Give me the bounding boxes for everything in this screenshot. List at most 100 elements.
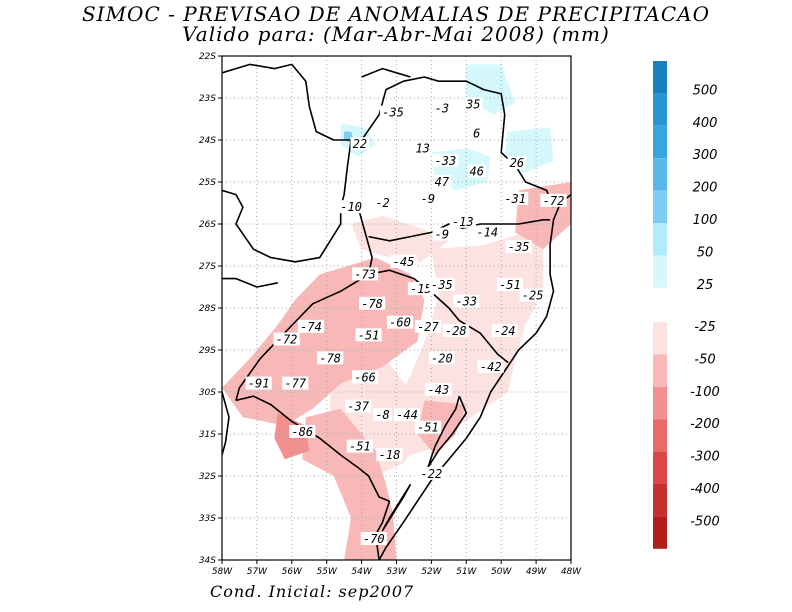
lat-tick-label: 29S — [199, 346, 216, 356]
contour-label: -14 — [476, 225, 498, 239]
colorbar-label-negative: -50 — [694, 352, 715, 367]
contour-label-bg — [273, 332, 300, 346]
contour-label: -70 — [363, 532, 385, 546]
contour-label: -28 — [445, 324, 467, 338]
contour-label: -43 — [428, 383, 450, 397]
contour-label: -8 — [375, 408, 389, 422]
contour-label-bg — [245, 376, 272, 390]
contour-label: -31 — [504, 192, 526, 206]
contour-label: 13 — [415, 141, 429, 155]
contour-label: -20 — [431, 351, 453, 365]
contour-label-bg — [540, 193, 567, 207]
contour-label-bg — [425, 382, 452, 396]
contour-label-bg — [376, 448, 403, 461]
contour-label: -51 — [349, 440, 371, 454]
contour-label: -74 — [300, 320, 322, 334]
contour-label-bg — [393, 408, 421, 422]
contour-label-bg — [467, 164, 487, 178]
colorbar-swatch-positive — [653, 61, 667, 94]
lat-tick-label: 26S — [199, 220, 216, 230]
lat-tick-label: 22S — [199, 52, 216, 62]
fill-pink-south — [302, 408, 397, 560]
coastline-and-borders — [222, 63, 571, 560]
colorbar-label-negative: -300 — [690, 450, 720, 465]
contour-label: -51 — [499, 278, 521, 292]
contour-label-bg — [442, 324, 469, 338]
contour-label: -66 — [354, 370, 376, 384]
colorbar-label-negative: -500 — [690, 514, 720, 529]
colorbar-swatch-positive — [653, 223, 667, 256]
lon-tick-label: 51W — [456, 567, 477, 577]
lon-tick-label: 58W — [212, 567, 233, 577]
contour-label-bg — [282, 376, 309, 390]
parana-river — [339, 139, 352, 208]
contour-label: -78 — [319, 351, 341, 365]
contour-label-bg — [351, 267, 379, 281]
colorbar-swatch-negative — [653, 419, 667, 452]
contour-label-bg — [414, 319, 442, 333]
contour-label-bg — [432, 175, 452, 188]
contour-label: -73 — [354, 267, 376, 281]
contour-label-bg — [519, 288, 546, 302]
lat-tick-label: 31S — [199, 430, 216, 440]
contour-label: -33 — [455, 295, 477, 309]
contour-label-bg — [491, 324, 518, 338]
contour-label: -78 — [361, 297, 383, 311]
colorbar-label-negative: -200 — [690, 417, 720, 432]
lat-tick-label: 23S — [199, 94, 216, 104]
contour-label-bg — [407, 282, 435, 296]
lagoa-mirim — [381, 483, 412, 532]
lon-tick-label: 56W — [282, 567, 303, 577]
contour-label: 6 — [473, 127, 480, 141]
chart-title: SIMOC - PREVISAO DE ANOMALIAS DE PRECIPI… — [81, 2, 711, 26]
contour-label-bg — [350, 137, 370, 151]
colorbar-label-positive: 200 — [693, 181, 718, 196]
colorbar-swatch-negative — [653, 354, 667, 387]
colorbar-label-positive: 400 — [693, 116, 718, 131]
contour-label-bg — [317, 351, 344, 365]
contour-label: -42 — [480, 360, 502, 374]
contour-label: -27 — [417, 320, 439, 334]
contour-label-bg — [414, 420, 442, 434]
contour-label: -24 — [494, 324, 516, 338]
lon-tick-label: 53W — [386, 567, 407, 577]
contour-label-bg — [390, 254, 417, 268]
contour-label-bg — [453, 294, 480, 308]
contour-label: -37 — [347, 400, 369, 414]
contour-label-bg — [297, 319, 325, 333]
uruguay-argentina-river — [222, 391, 230, 456]
lon-tick-label: 54W — [351, 567, 372, 577]
contour-label: -60 — [389, 316, 411, 330]
fill-pink-southeast — [417, 400, 467, 455]
contour-label-bg — [428, 277, 455, 291]
colorbar-swatch-positive — [653, 190, 667, 223]
contour-label: -51 — [417, 421, 439, 435]
colorbar-swatch-positive — [653, 93, 667, 126]
contour-label: -33 — [435, 154, 457, 168]
contour-label-bg — [351, 370, 379, 384]
contour-label-bg — [386, 315, 414, 329]
colorbar-legend: 500 400 300 200 100 50 25 -25 -50 -100 -200 -300 -40… — [653, 61, 720, 549]
lon-tick-label: 57W — [247, 567, 268, 577]
contour-label-bg — [474, 225, 501, 239]
contour-label: 26 — [510, 156, 524, 170]
contour-label: -86 — [291, 425, 313, 439]
colorbar-swatch-negative — [653, 484, 667, 517]
coastline — [378, 193, 571, 560]
lat-tick-label: 28S — [199, 304, 216, 314]
contour-label-bg — [289, 424, 316, 438]
contour-label: -2 — [375, 196, 389, 210]
contour-label-bg — [428, 351, 455, 365]
contour-label: -51 — [358, 328, 380, 342]
lat-tick-label: 25S — [199, 178, 216, 188]
colorbar-label-positive: 300 — [693, 148, 718, 163]
axis-ticks: 58W 57W 56W 55W 54W 53W 52W 51W 50W 49W 48W 22S 23S 2… — [199, 52, 582, 577]
contour-label-bg — [496, 277, 524, 291]
colorbar-label-positive: 25 — [697, 278, 714, 293]
uruguay-border — [235, 395, 391, 560]
lat-tick-label: 27S — [199, 262, 216, 272]
parana-state-north — [361, 67, 411, 78]
contour-label: 35 — [465, 97, 480, 111]
contour-label: -91 — [248, 377, 270, 391]
